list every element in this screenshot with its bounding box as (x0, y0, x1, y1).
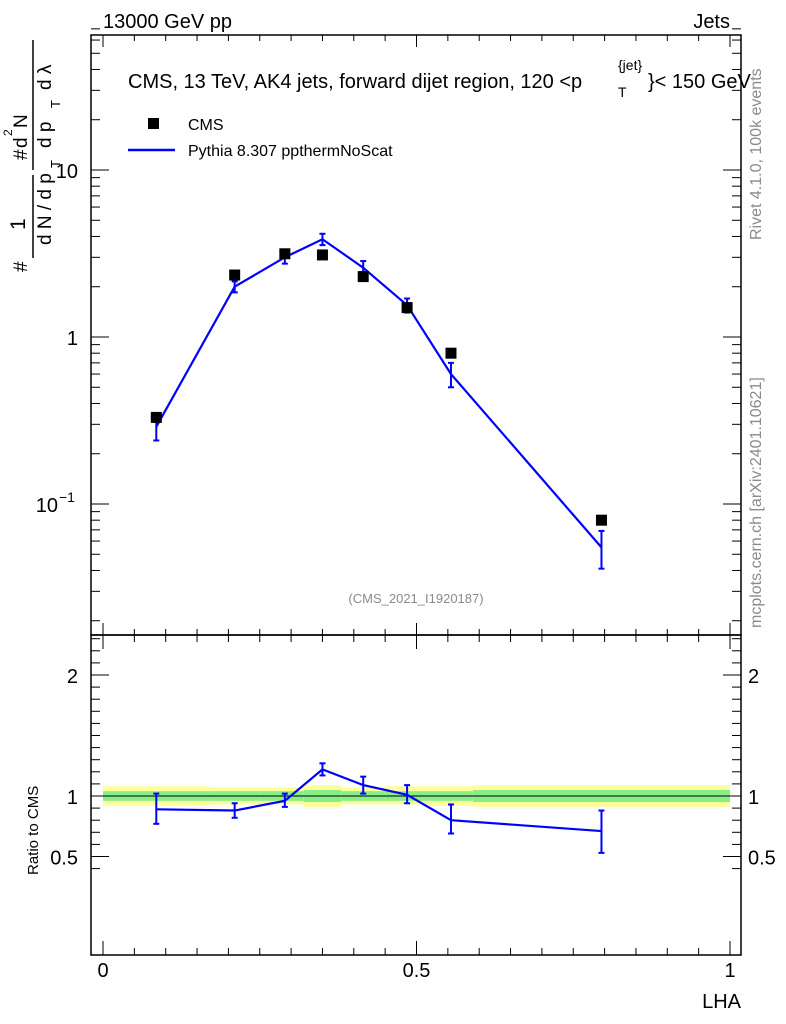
legend-cms-label: CMS (188, 117, 224, 134)
ratio-xtick-label: 0.5 (403, 960, 431, 982)
ratio-ytick-label-right: 2 (748, 666, 759, 688)
legend-pythia-label: Pythia 8.307 ppthermNoScat (188, 143, 393, 160)
header-left: 13000 GeV pp (103, 11, 232, 33)
main-pythia-line (155, 237, 603, 549)
ratio-ytick-label-left: 1 (67, 787, 78, 809)
ratio-xlabel: LHA (702, 991, 742, 1013)
mcplots-label: mcplots.cern.ch [arXiv:2401.10621] (748, 377, 765, 628)
main-pythia-series (153, 232, 605, 570)
main-cms-point (357, 271, 369, 283)
main-ytick-label: 1 (67, 328, 78, 350)
main-cms-point (316, 249, 328, 261)
title-main: CMS, 13 TeV, AK4 jets, forward dijet reg… (128, 71, 582, 93)
ylabel-hash-1: # (11, 261, 32, 272)
main-cms-point (279, 248, 291, 260)
ratio-xtick-labels: 0 0.5 1 (97, 960, 735, 982)
legend-cms-marker (148, 118, 159, 129)
ylabel-t-1: T (48, 160, 63, 168)
ylabel-dn-dpt: d N / d p (35, 173, 56, 245)
main-cms-point (445, 347, 457, 359)
main-cms-point (401, 302, 413, 314)
ylabel-hash-2: # (11, 149, 32, 160)
ylabel-t-2: T (48, 100, 63, 108)
ratio-ytick-label-left: 2 (67, 666, 78, 688)
ylabel-dlambda: d λ (35, 64, 56, 90)
legend: CMS Pythia 8.307 ppthermNoScat (128, 117, 393, 160)
ylabel-two: 2 (1, 129, 15, 136)
main-ytick-label: 10 (56, 161, 78, 183)
ratio-xtick-label: 0 (97, 960, 108, 982)
plot-title: CMS, 13 TeV, AK4 jets, forward dijet reg… (128, 57, 752, 100)
ratio-axis-ticks (91, 635, 741, 955)
main-ytick-label: 10 (36, 495, 58, 517)
ratio-pythia-line (156, 768, 602, 833)
ratio-ytick-labels: 2 2 1 1 0.5 0.5 (50, 666, 776, 870)
title-sup: {jet} (618, 57, 642, 73)
main-ytick-label-exponent: −1 (59, 489, 75, 505)
header-right: Jets (693, 11, 730, 33)
ylabel-dpt: d p (35, 122, 56, 148)
ylabel-d: d (11, 137, 32, 148)
ratio-pythia-series (153, 762, 605, 854)
ratio-ytick-label-left: 0.5 (50, 848, 78, 870)
main-cms-point (150, 411, 162, 423)
ylabel-n: N (11, 114, 32, 128)
main-cms-point (595, 514, 607, 526)
ylabel-one: 1 (7, 218, 30, 230)
ratio-xtick-label: 1 (724, 960, 735, 982)
ratio-ylabel: Ratio to CMS (25, 786, 42, 875)
title-end: }< 150 GeV (648, 71, 752, 93)
main-axis-ticks (91, 28, 741, 635)
ratio-frame (90, 634, 742, 956)
title-sub: T (618, 84, 627, 100)
analysis-watermark: (CMS_2021_I1920187) (348, 591, 483, 606)
main-cms-point (229, 269, 241, 281)
rivet-label: Rivet 4.1.0, 100k events (748, 68, 765, 240)
main-cms-series (150, 248, 607, 526)
main-ylabel: # 1 d N / d p T # d 2 N d p T d λ (1, 40, 63, 272)
ratio-ytick-label-right: 0.5 (748, 848, 776, 870)
ratio-ytick-label-right: 1 (748, 787, 759, 809)
